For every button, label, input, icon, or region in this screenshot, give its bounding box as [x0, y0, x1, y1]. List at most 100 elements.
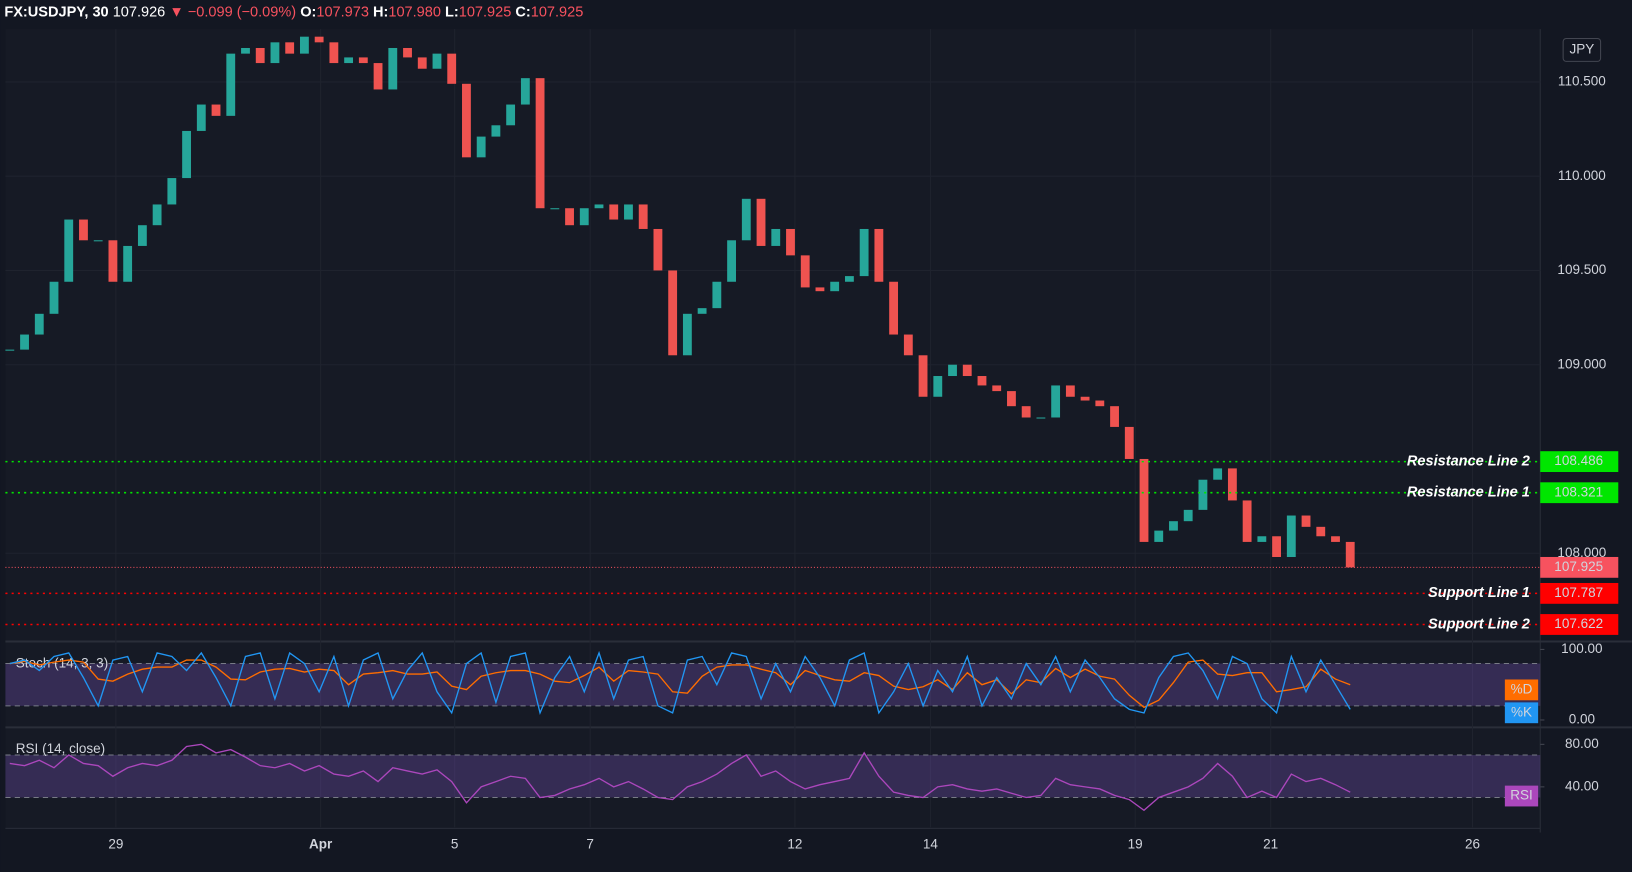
candle: [182, 130, 191, 179]
candle: [859, 228, 869, 277]
candle: [1331, 536, 1340, 542]
candle: [903, 334, 913, 356]
y-tick-label: 109.000: [1557, 356, 1606, 371]
indicator-title: Stoch (14, 3, 3): [16, 655, 108, 670]
level-name: Resistance Line 1: [1407, 485, 1530, 501]
currency: JPY: [1569, 42, 1594, 57]
high: 107.980: [388, 4, 441, 20]
indicator-title: RSI (14, close): [16, 741, 105, 756]
candle: [64, 219, 74, 282]
candle: [137, 225, 147, 246]
y-tick-label: 40.00: [1565, 778, 1599, 793]
candle: [491, 125, 501, 137]
candle: [815, 287, 825, 292]
candle: [1286, 515, 1296, 558]
candle: [1021, 406, 1031, 418]
candle: [5, 349, 15, 351]
candle: [1051, 385, 1061, 418]
candle: [756, 198, 766, 246]
candle: [874, 228, 884, 282]
candle: [241, 47, 250, 54]
y-tick-label: 110.500: [1558, 74, 1606, 89]
last-price-tag: [1540, 556, 1619, 578]
candle: [255, 47, 265, 64]
candle: [624, 204, 633, 220]
x-tick-label: 7: [586, 837, 594, 852]
candle: [1272, 536, 1281, 558]
candle: [123, 245, 133, 282]
level-name: Support Line 2: [1428, 616, 1530, 632]
candle: [34, 313, 44, 335]
candle: [638, 204, 648, 229]
candle: [668, 270, 678, 356]
x-tick-label: 12: [787, 837, 802, 852]
candle: [152, 204, 162, 226]
level-value: 107.787: [1554, 585, 1603, 600]
candle: [1065, 385, 1075, 397]
candle: [1242, 500, 1252, 542]
plot-area: [5, 29, 1541, 828]
indicator-line: [9, 650, 1351, 716]
candle: [344, 57, 354, 64]
candle: [432, 53, 442, 69]
legend-tag: [1504, 679, 1539, 701]
candle: [1036, 417, 1046, 419]
candle: [1095, 400, 1105, 407]
x-tick-label: Apr: [309, 837, 333, 852]
candle: [948, 364, 957, 377]
indicator-line: [9, 659, 1351, 709]
y-tick-label: 80.00: [1565, 736, 1599, 751]
candle: [520, 78, 530, 105]
candle: [285, 42, 295, 54]
indicator-line: [9, 743, 1351, 812]
last-price-label: 107.925: [1554, 559, 1603, 574]
candle: [682, 313, 692, 356]
y-tick-label: 0.00: [1569, 712, 1595, 727]
candle: [1213, 468, 1223, 480]
candle: [20, 334, 29, 350]
change: ▼ −0.099 (−0.09%): [169, 4, 296, 20]
chart-header: FX:USDJPY, 30 107.926 ▼ −0.099 (−0.09%) …: [4, 4, 583, 20]
x-tick-label: 19: [1128, 837, 1143, 852]
y-tick-label: 110.000: [1558, 168, 1606, 183]
candle: [1345, 541, 1355, 568]
candle: [373, 63, 383, 90]
candle: [1110, 406, 1119, 427]
level-name: Support Line 1: [1428, 585, 1530, 601]
x-tick-label: 5: [451, 837, 459, 852]
x-tick-label: 21: [1263, 837, 1278, 852]
price: 107.926: [113, 4, 166, 20]
low-label: L:: [445, 4, 459, 20]
candle: [270, 42, 280, 64]
candle: [977, 376, 987, 386]
candle: [1007, 391, 1016, 407]
candle: [226, 53, 236, 116]
close: 107.925: [531, 4, 584, 20]
candle: [211, 104, 221, 116]
close-label: C:: [515, 4, 530, 20]
candle: [727, 240, 736, 282]
candle: [550, 208, 560, 210]
candle: [565, 208, 574, 226]
level-tag: [1540, 582, 1619, 604]
candle: [447, 53, 457, 84]
candle: [933, 376, 943, 397]
level-value: 108.486: [1554, 453, 1603, 468]
candle: [918, 355, 928, 397]
candle: [462, 83, 471, 158]
symbol: FX:USDJPY, 30: [4, 4, 108, 20]
candle: [786, 228, 795, 256]
candle: [1316, 526, 1326, 537]
candle: [889, 281, 899, 335]
candle: [653, 228, 663, 271]
candle: [1227, 468, 1237, 501]
high-label: H:: [373, 4, 388, 20]
candle: [93, 240, 103, 242]
legend-label: %D: [1511, 681, 1533, 696]
candle: [506, 104, 516, 126]
candle: [712, 281, 722, 309]
x-tick-label: 14: [923, 837, 939, 852]
candle: [697, 308, 707, 314]
candle: [1169, 521, 1178, 531]
